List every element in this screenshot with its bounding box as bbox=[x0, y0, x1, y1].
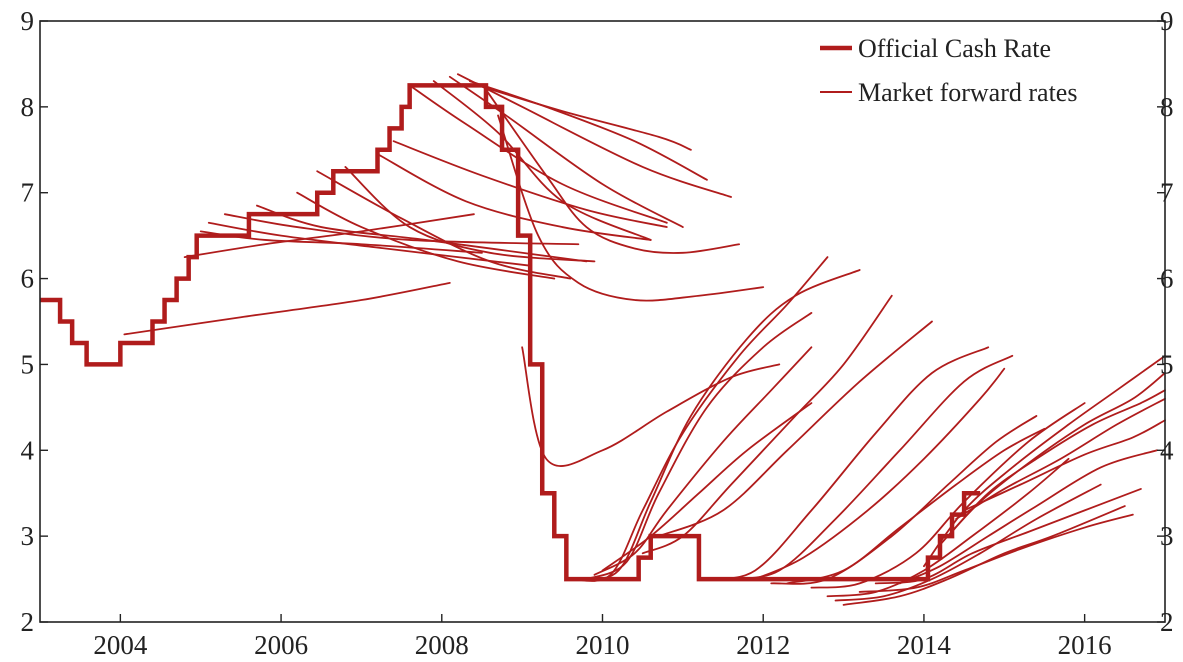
forward-rate-curve bbox=[947, 389, 1166, 538]
forward-rate-curve bbox=[706, 346, 990, 580]
y-tick-label-right: 5 bbox=[1160, 349, 1174, 379]
forward-rate-curve bbox=[826, 457, 1070, 598]
forward-rate-curve bbox=[641, 294, 893, 555]
official-cash-rate-series bbox=[40, 83, 981, 582]
legend-label-forward: Market forward rates bbox=[858, 78, 1077, 107]
official-cash-rate-line bbox=[40, 83, 981, 582]
forward-rate-curve bbox=[593, 346, 813, 576]
forward-rate-curve bbox=[601, 402, 813, 572]
forward-rate-curve bbox=[316, 170, 572, 280]
y-tick-label-left: 2 bbox=[21, 607, 35, 637]
forward-rate-curve bbox=[923, 354, 1166, 568]
forward-rate-curve bbox=[477, 84, 692, 151]
y-tick-label-right: 3 bbox=[1160, 521, 1174, 551]
forward-rate-curve bbox=[408, 84, 668, 224]
forward-rate-curve bbox=[296, 191, 556, 280]
legend: Official Cash Rate Market forward rates bbox=[820, 34, 1077, 107]
forward-rate-curve bbox=[786, 427, 1046, 585]
forward-rate-curve bbox=[585, 312, 813, 580]
x-tick-label: 2006 bbox=[254, 630, 308, 660]
y-tick-label-right: 7 bbox=[1160, 178, 1174, 208]
forward-rate-curve bbox=[754, 367, 1006, 580]
forward-rate-curve bbox=[963, 419, 1166, 512]
forward-rate-curve bbox=[469, 80, 708, 181]
forward-rate-curve bbox=[955, 397, 1166, 520]
forward-rate-curve bbox=[376, 153, 652, 241]
forward-rate-curve bbox=[256, 204, 588, 263]
x-tick-label: 2004 bbox=[93, 630, 148, 660]
forward-rate-curve bbox=[834, 483, 1102, 602]
axis-ticks: 2004 2006 2008 2010 2012 2014 2016 2 2 3 3 4 4 5 5 6 6 7 7… bbox=[21, 6, 1175, 660]
y-tick-label-right: 2 bbox=[1160, 607, 1174, 637]
y-tick-label-left: 4 bbox=[21, 435, 35, 465]
forward-rate-curve bbox=[183, 213, 475, 259]
forward-rate-curve bbox=[810, 402, 1086, 589]
y-tick-label-left: 8 bbox=[21, 92, 35, 122]
legend-label-ocr: Official Cash Rate bbox=[858, 34, 1051, 63]
y-tick-label-left: 3 bbox=[21, 521, 35, 551]
forward-rate-curve bbox=[123, 281, 451, 336]
x-tick-label: 2010 bbox=[576, 630, 630, 660]
forward-rate-curve bbox=[223, 213, 580, 246]
y-tick-label-right: 9 bbox=[1160, 6, 1174, 36]
forward-rate-curve bbox=[497, 114, 765, 302]
y-tick-label-right: 8 bbox=[1160, 92, 1174, 122]
forward-rate-curves bbox=[123, 73, 1166, 606]
forward-rate-curve bbox=[657, 320, 933, 538]
y-tick-label-right: 4 bbox=[1160, 435, 1174, 465]
y-tick-label-right: 6 bbox=[1160, 264, 1174, 294]
y-tick-label-left: 7 bbox=[21, 178, 35, 208]
x-tick-label: 2014 bbox=[897, 630, 952, 660]
y-tick-label-left: 6 bbox=[21, 264, 35, 294]
forward-rate-curve bbox=[898, 449, 1158, 585]
x-tick-label: 2012 bbox=[736, 630, 790, 660]
forward-rate-curve bbox=[521, 346, 781, 467]
y-tick-label-left: 9 bbox=[21, 6, 35, 36]
forward-rate-curve bbox=[432, 80, 652, 241]
y-tick-label-left: 5 bbox=[21, 349, 35, 379]
x-tick-label: 2008 bbox=[415, 630, 469, 660]
forward-rate-curve bbox=[485, 88, 741, 254]
forward-rate-curve bbox=[577, 269, 861, 581]
forward-rate-curve bbox=[448, 75, 684, 228]
forward-rate-curve bbox=[858, 513, 1134, 593]
forward-rate-curve bbox=[569, 256, 829, 582]
forward-rate-curve bbox=[939, 372, 1166, 546]
x-tick-label: 2016 bbox=[1058, 630, 1112, 660]
forward-rate-curve bbox=[392, 140, 668, 228]
